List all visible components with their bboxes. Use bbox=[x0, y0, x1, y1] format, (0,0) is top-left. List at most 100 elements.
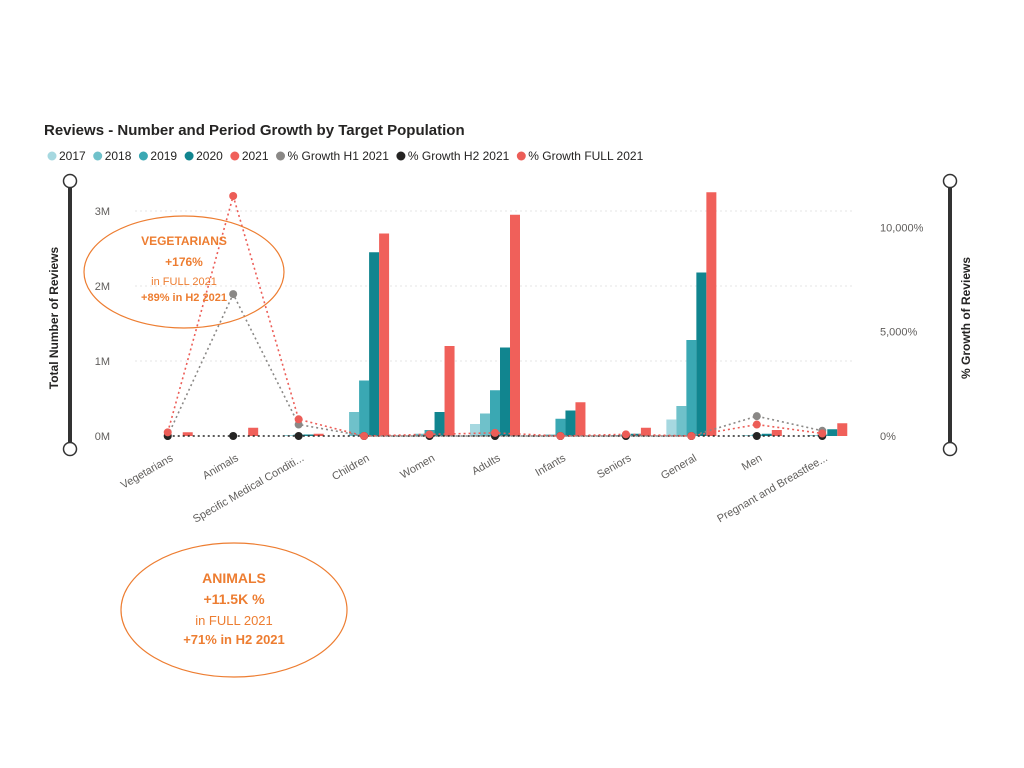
bar-2018[interactable] bbox=[676, 406, 687, 436]
bar-2021[interactable] bbox=[379, 233, 390, 437]
bar-2021[interactable] bbox=[313, 433, 324, 436]
bar-2021[interactable] bbox=[575, 402, 586, 436]
line-point[interactable] bbox=[294, 432, 303, 440]
line-point[interactable] bbox=[752, 420, 761, 429]
callout-line1: in FULL 2021 bbox=[195, 613, 273, 628]
legend-item[interactable]: 2019 bbox=[138, 149, 178, 163]
legend-label: % Growth FULL 2021 bbox=[528, 149, 643, 163]
right-slider-bottom-handle[interactable] bbox=[942, 441, 958, 457]
category-label: Adults bbox=[470, 452, 503, 478]
category-label: General bbox=[659, 452, 699, 482]
bar-2019[interactable] bbox=[490, 390, 500, 436]
callout-value: +11.5K % bbox=[203, 591, 265, 607]
category-label: Infants bbox=[533, 452, 568, 479]
legend-label: 2018 bbox=[105, 149, 132, 163]
bar-2019[interactable] bbox=[555, 418, 566, 436]
legend-label: 2021 bbox=[242, 149, 269, 163]
line-point[interactable] bbox=[229, 192, 238, 200]
category-label: Women bbox=[398, 452, 437, 481]
category-label: Children bbox=[330, 452, 371, 483]
callout-value: +176% bbox=[165, 255, 203, 269]
y-tick-label: 0M bbox=[95, 431, 110, 443]
line-point[interactable] bbox=[621, 430, 630, 439]
bar-2021[interactable] bbox=[640, 427, 651, 436]
legend-label: 2020 bbox=[196, 149, 223, 163]
line-point[interactable] bbox=[818, 429, 827, 438]
bar-2020[interactable] bbox=[827, 429, 838, 436]
left-slider-bottom-handle[interactable] bbox=[62, 441, 78, 457]
left-axis-slider[interactable] bbox=[62, 173, 78, 457]
legend-item[interactable]: 2017 bbox=[47, 149, 87, 163]
legend-item[interactable]: 2021 bbox=[230, 149, 269, 163]
legend-label: % Growth H1 2021 bbox=[288, 149, 390, 163]
growth-lines bbox=[163, 192, 827, 440]
bar-2020[interactable] bbox=[369, 252, 380, 436]
line-point[interactable] bbox=[425, 430, 434, 439]
y2-tick-label: 0% bbox=[880, 431, 896, 443]
right-axis-slider[interactable] bbox=[942, 173, 958, 457]
category-label: Pregnant and Breastfee... bbox=[715, 452, 830, 525]
line-point[interactable] bbox=[294, 415, 303, 424]
bar-2018[interactable] bbox=[807, 435, 818, 436]
legend-item[interactable]: 2018 bbox=[93, 149, 132, 163]
callout-vegetarians: VEGETARIANS +176% in FULL 2021 +89% in H… bbox=[83, 215, 285, 329]
line-point[interactable] bbox=[229, 432, 238, 440]
category-label: Men bbox=[740, 452, 765, 473]
right-slider-top-handle[interactable] bbox=[942, 173, 958, 189]
callout-headline: VEGETARIANS bbox=[141, 234, 227, 248]
y-tick-label: 2M bbox=[95, 281, 110, 293]
line-point[interactable] bbox=[491, 428, 499, 437]
y2-axis-ticks: 0% 5,000% 10,000% bbox=[880, 222, 924, 443]
category-label: Specific Medical Conditi... bbox=[191, 452, 306, 525]
bar-2020[interactable] bbox=[761, 433, 772, 436]
bar-2017[interactable] bbox=[666, 419, 677, 437]
bar-2019[interactable] bbox=[359, 380, 370, 437]
bar-2018[interactable] bbox=[480, 413, 490, 437]
bar-2021[interactable] bbox=[182, 432, 193, 436]
bar-2019[interactable] bbox=[686, 340, 697, 436]
bar-2021[interactable] bbox=[837, 423, 848, 436]
bar-2021[interactable] bbox=[510, 214, 520, 436]
line-point[interactable] bbox=[556, 432, 565, 440]
legend-item[interactable]: % Growth H1 2021 bbox=[276, 149, 389, 163]
y-tick-label: 1M bbox=[95, 356, 110, 368]
legend: 2017 2018 2019 2020 2021 % Growth H1 2021 % Gr… bbox=[47, 149, 644, 163]
bar-2021[interactable] bbox=[706, 192, 717, 436]
legend-item[interactable]: 2020 bbox=[184, 149, 224, 163]
bar-2020[interactable] bbox=[434, 412, 445, 436]
bar-2021[interactable] bbox=[771, 430, 782, 436]
legend-label: 2017 bbox=[59, 149, 86, 163]
legend-item[interactable]: % Growth H2 2021 bbox=[396, 149, 510, 163]
y-axis-title: Total Number of Reviews bbox=[47, 246, 61, 389]
callout-headline: ANIMALS bbox=[202, 570, 266, 586]
bar-2020[interactable] bbox=[565, 410, 576, 437]
y2-tick-label: 10,000% bbox=[880, 222, 924, 234]
bar-2018[interactable] bbox=[349, 412, 360, 436]
callout-line1: in FULL 2021 bbox=[151, 276, 217, 288]
line-point[interactable] bbox=[752, 432, 761, 440]
bar-2018[interactable] bbox=[741, 435, 752, 436]
legend-item[interactable]: % Growth FULL 2021 bbox=[516, 149, 644, 163]
callout-animals: ANIMALS +11.5K % in FULL 2021 +71% in H2… bbox=[120, 542, 348, 678]
y2-axis-title: % Growth of Reviews bbox=[959, 257, 973, 379]
left-slider-top-handle[interactable] bbox=[62, 173, 78, 189]
line-point[interactable] bbox=[687, 432, 696, 440]
category-label: Vegetarians bbox=[119, 452, 176, 492]
bar-2021[interactable] bbox=[444, 346, 455, 436]
bars bbox=[182, 192, 848, 437]
category-label: Animals bbox=[201, 452, 241, 482]
bar-2020[interactable] bbox=[630, 433, 641, 436]
bar-2020[interactable] bbox=[696, 272, 707, 437]
bar-2017[interactable] bbox=[470, 424, 480, 436]
bar-2020[interactable] bbox=[500, 347, 510, 437]
chart-title: Reviews - Number and Period Growth by Ta… bbox=[44, 122, 465, 139]
gridlines bbox=[135, 210, 855, 362]
line-point[interactable] bbox=[163, 428, 172, 437]
line-point[interactable] bbox=[752, 412, 761, 421]
legend-label: % Growth H2 2021 bbox=[408, 149, 510, 163]
line-point[interactable] bbox=[229, 290, 238, 299]
line-point[interactable] bbox=[360, 432, 369, 440]
bar-2021[interactable] bbox=[248, 427, 259, 436]
